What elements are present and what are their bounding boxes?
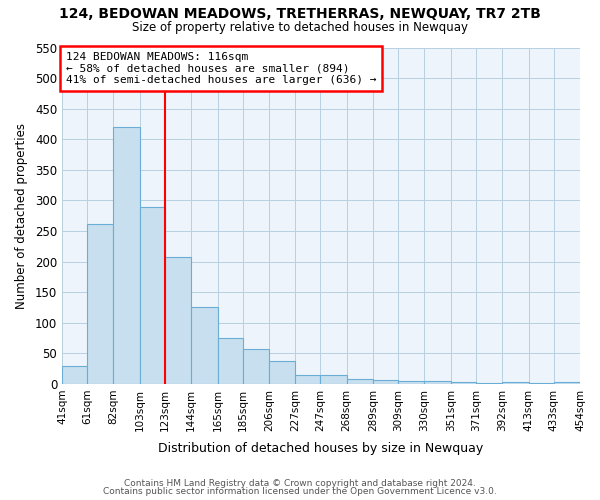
Bar [398, 381, 424, 384]
Bar [347, 379, 373, 384]
Bar [529, 382, 554, 384]
Bar [87, 224, 113, 384]
Bar [476, 382, 502, 384]
Bar [269, 362, 295, 384]
Y-axis label: Number of detached properties: Number of detached properties [15, 122, 28, 308]
Bar [451, 382, 476, 384]
Bar [242, 349, 269, 384]
Bar [295, 374, 320, 384]
Text: Contains public sector information licensed under the Open Government Licence v3: Contains public sector information licen… [103, 487, 497, 496]
X-axis label: Distribution of detached houses by size in Newquay: Distribution of detached houses by size … [158, 442, 484, 455]
Bar [554, 382, 580, 384]
Bar [373, 380, 398, 384]
Text: Contains HM Land Registry data © Crown copyright and database right 2024.: Contains HM Land Registry data © Crown c… [124, 478, 476, 488]
Bar [502, 382, 529, 384]
Text: 124, BEDOWAN MEADOWS, TRETHERRAS, NEWQUAY, TR7 2TB: 124, BEDOWAN MEADOWS, TRETHERRAS, NEWQUA… [59, 8, 541, 22]
Bar [218, 338, 242, 384]
Bar [113, 127, 140, 384]
Bar [140, 206, 165, 384]
Bar [424, 381, 451, 384]
Text: 124 BEDOWAN MEADOWS: 116sqm
← 58% of detached houses are smaller (894)
41% of se: 124 BEDOWAN MEADOWS: 116sqm ← 58% of det… [66, 52, 376, 85]
Bar [62, 366, 87, 384]
Bar [320, 374, 347, 384]
Bar [191, 307, 218, 384]
Text: Size of property relative to detached houses in Newquay: Size of property relative to detached ho… [132, 21, 468, 34]
Bar [165, 258, 191, 384]
